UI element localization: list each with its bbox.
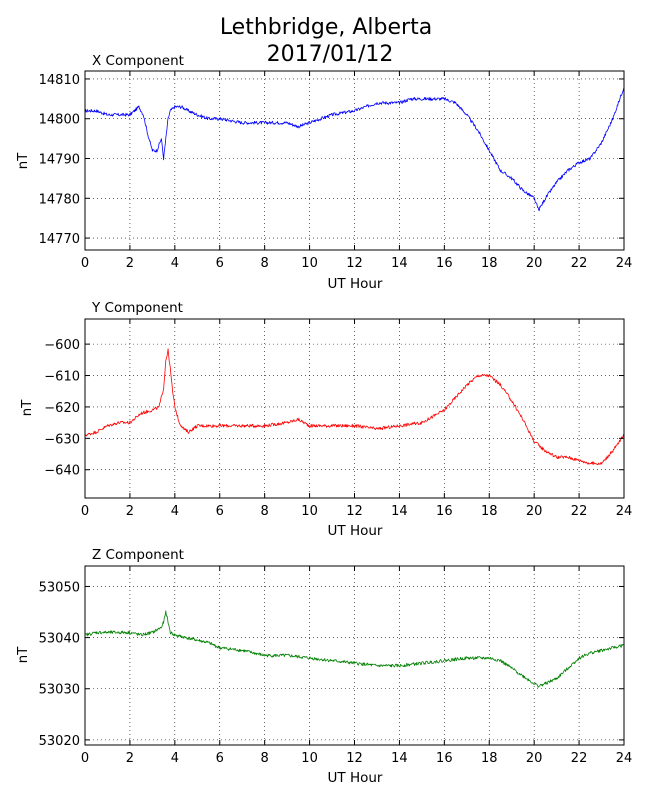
y-tick-label: 53050	[39, 580, 80, 595]
x-tick-label: 2	[126, 504, 134, 519]
y-axis-label: nT	[15, 152, 31, 170]
series-line	[84, 86, 625, 212]
z-component-panel: Z Component UT Hour nT 0 2 4 6 8 10 12 14 16 18 20…	[15, 547, 632, 786]
x-tick-label: 2	[126, 751, 134, 766]
x-tick-label: 10	[301, 751, 318, 766]
x-axis-label: UT Hour	[328, 276, 383, 292]
y-tick-label: −630	[44, 432, 80, 447]
x-tick-label: 8	[261, 504, 269, 519]
x-tick-label: 24	[616, 256, 633, 271]
figure-title-line1: Lethbridge, Alberta	[220, 15, 432, 40]
y-tick-label: −640	[44, 464, 80, 479]
x-tick-label: 0	[81, 751, 89, 766]
x-tick-label: 0	[81, 504, 89, 519]
x-tick-label: 22	[571, 256, 588, 271]
y-tick-label: 14770	[39, 232, 80, 247]
x-tick-label: 8	[261, 256, 269, 271]
x-tick-label: 12	[346, 504, 363, 519]
x-tick-label: 18	[481, 751, 498, 766]
x-tick-label: 10	[301, 256, 318, 271]
y-tick-label: 14780	[39, 192, 80, 207]
panel-title: Z Component	[92, 547, 184, 563]
x-tick-label: 16	[436, 751, 453, 766]
x-tick-label: 8	[261, 751, 269, 766]
x-tick-label: 14	[391, 256, 408, 271]
x-axis-label: UT Hour	[328, 770, 383, 786]
y-component-panel: Y Component UT Hour nT 0 2 4 6 8 10 12 14 16 18 20…	[19, 300, 632, 539]
x-tick-label: 4	[171, 256, 179, 271]
y-tick-label: −600	[44, 338, 80, 353]
x-tick-label: 18	[481, 504, 498, 519]
x-tick-label: 24	[616, 504, 633, 519]
x-tick-label: 16	[436, 256, 453, 271]
series-line	[84, 610, 625, 688]
x-tick-label: 4	[171, 504, 179, 519]
y-tick-label: 53030	[39, 683, 80, 698]
y-tick-label: 53040	[39, 632, 80, 647]
x-tick-label: 6	[216, 751, 224, 766]
x-tick-label: 2	[126, 256, 134, 271]
x-tick-label: 20	[526, 751, 543, 766]
x-tick-label: 12	[346, 256, 363, 271]
y-axis-label: nT	[19, 399, 35, 417]
x-component-panel: X Component UT Hour nT 0 2 4 6 8 10 12 14 16 18 20…	[15, 53, 632, 292]
y-axis-label: nT	[15, 646, 31, 664]
x-tick-label: 12	[346, 751, 363, 766]
x-tick-label: 6	[216, 256, 224, 271]
x-tick-label: 24	[616, 751, 633, 766]
x-tick-label: 6	[216, 504, 224, 519]
figure-title-line2: 2017/01/12	[267, 42, 394, 67]
y-tick-label: 53020	[39, 734, 80, 749]
y-tick-label: −610	[44, 370, 80, 385]
series-line	[84, 348, 625, 466]
x-tick-label: 20	[526, 256, 543, 271]
x-tick-label: 4	[171, 751, 179, 766]
x-tick-label: 14	[391, 751, 408, 766]
y-tick-label: 14790	[39, 153, 80, 168]
x-tick-label: 0	[81, 256, 89, 271]
x-tick-label: 16	[436, 504, 453, 519]
y-tick-label: 14800	[39, 113, 80, 128]
x-tick-label: 18	[481, 256, 498, 271]
x-tick-label: 22	[571, 751, 588, 766]
y-tick-label: 14810	[39, 73, 80, 88]
x-axis-label: UT Hour	[328, 523, 383, 539]
x-tick-label: 20	[526, 504, 543, 519]
y-tick-label: −620	[44, 401, 80, 416]
x-tick-label: 10	[301, 504, 318, 519]
panel-title: Y Component	[91, 300, 183, 316]
x-tick-label: 14	[391, 504, 408, 519]
x-tick-label: 22	[571, 504, 588, 519]
panel-title: X Component	[92, 53, 184, 69]
